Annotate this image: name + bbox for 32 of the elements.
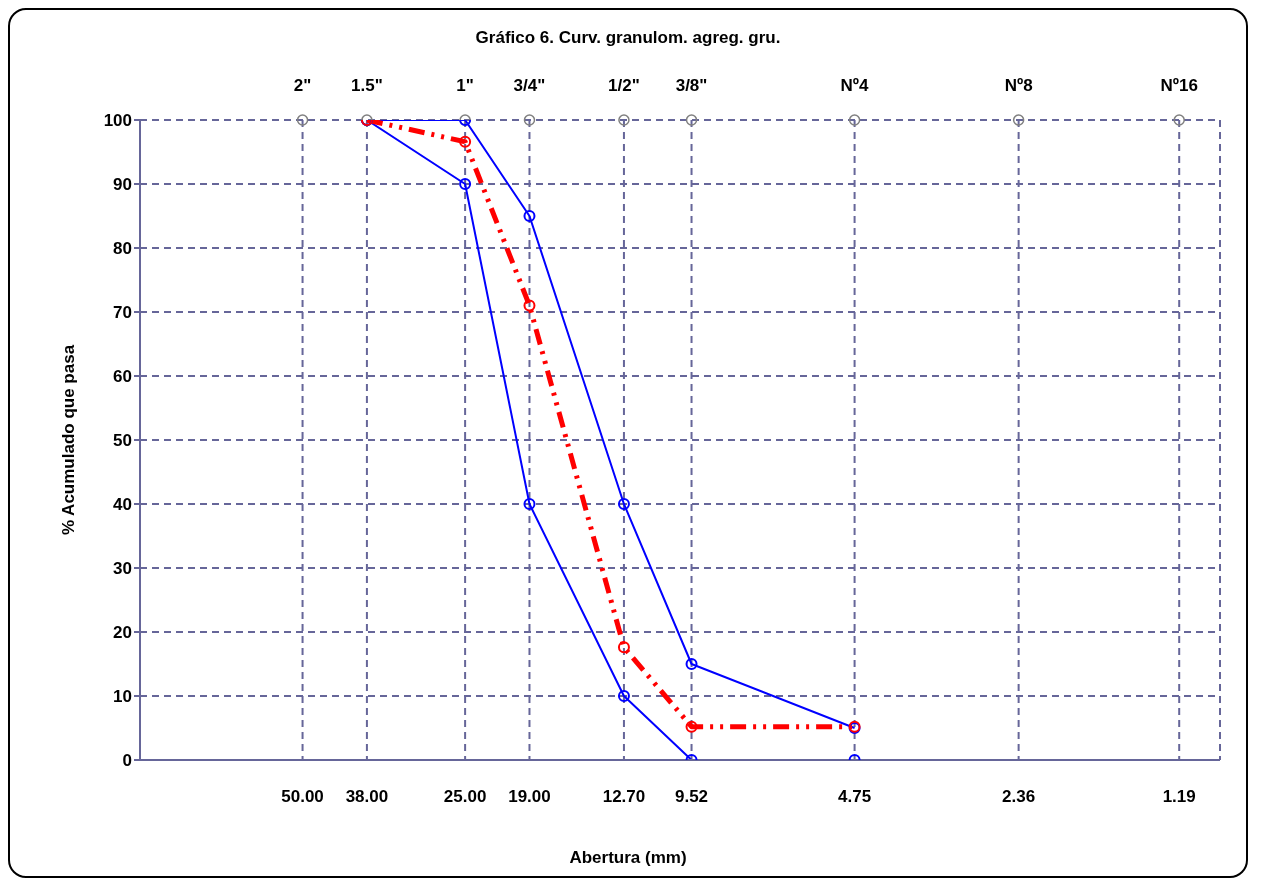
annotation: 1/2" (608, 76, 640, 95)
y-tick-label: 70 (113, 303, 132, 323)
annotation: 3/8" (675, 76, 708, 95)
annotation: Nº16 (1160, 76, 1198, 95)
annotation: 1.5" (351, 76, 383, 95)
x-tick-label: 1.19 (1162, 787, 1196, 807)
y-tick-label: 80 (113, 239, 132, 259)
annotation: 3/4" (513, 76, 546, 95)
x-tick-label: 50.00 (281, 787, 324, 807)
y-axis-title: % Acumulado que pasa (59, 344, 79, 536)
y-tick-label: 50 (113, 431, 132, 451)
chart-title: Gráfico 6. Curv. granulom. agreg. gru. (474, 28, 782, 48)
x-tick-label: 25.00 (443, 787, 487, 807)
annotation: 1" (456, 76, 474, 95)
x-tick-label: 12.70 (602, 787, 646, 807)
annotation: 2" (293, 76, 312, 95)
x-tick-label: 4.75 (838, 787, 872, 807)
annotation: Nº8 (1004, 76, 1033, 95)
y-tick-label: 90 (113, 175, 132, 195)
x-tick-label: 2.36 (1002, 787, 1036, 807)
annotation: Nº4 (840, 76, 870, 95)
x-tick-label: 9.52 (674, 787, 709, 807)
y-tick-label: 30 (113, 559, 132, 579)
y-tick-label: 20 (113, 623, 132, 643)
y-tick-label: 40 (113, 495, 132, 515)
y-tick-label: 60 (113, 367, 132, 387)
x-axis-title: Abertura (mm) (568, 848, 688, 868)
x-tick-label: 38.00 (345, 787, 389, 807)
y-tick-label: 10 (113, 687, 132, 707)
y-tick-label: 0 (122, 751, 132, 771)
x-tick-label: 19.00 (508, 787, 551, 807)
y-tick-label: 100 (103, 111, 132, 131)
